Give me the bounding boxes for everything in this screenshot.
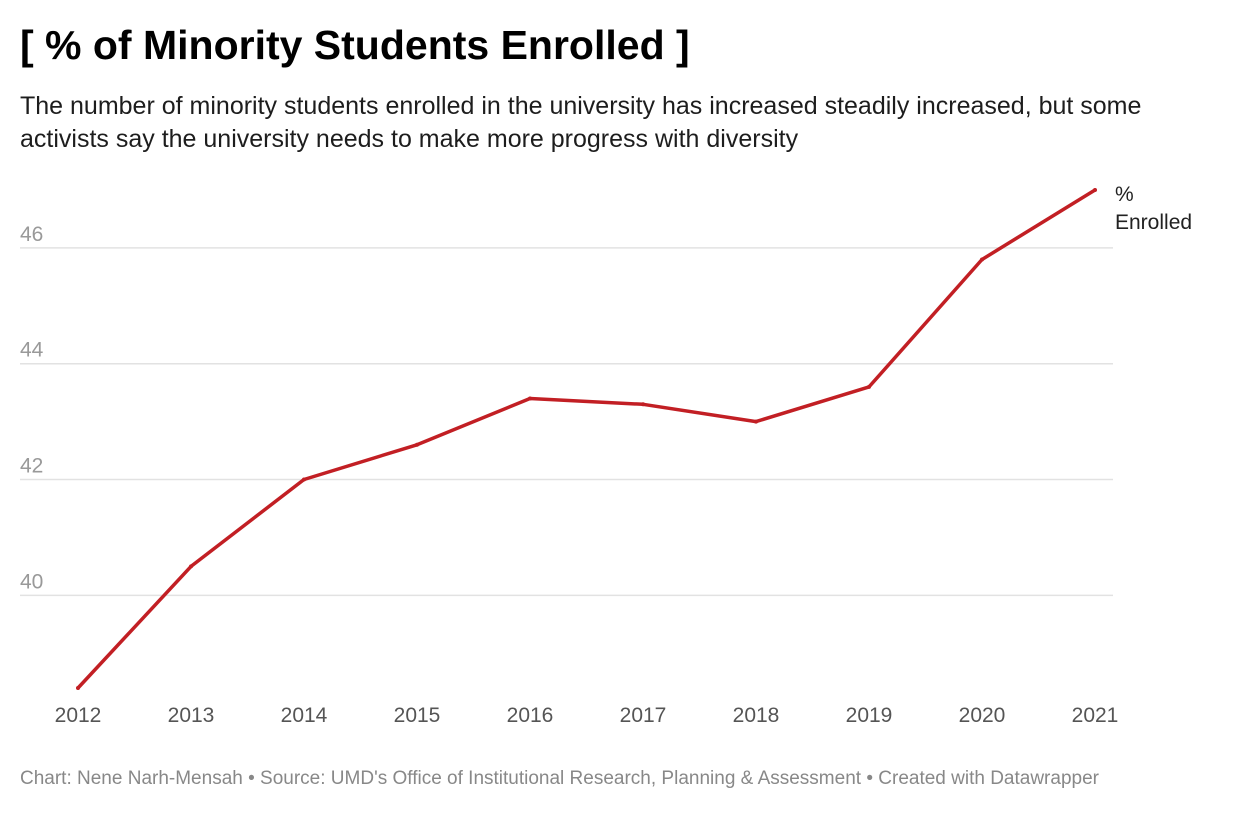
data-point: [641, 402, 645, 407]
y-tick-label: 42: [20, 455, 43, 478]
x-tick-label: 2014: [281, 704, 328, 727]
x-tick-label: 2017: [620, 704, 667, 727]
x-tick-label: 2019: [846, 704, 893, 727]
data-point: [528, 396, 532, 401]
data-point: [189, 564, 193, 569]
series-label: %: [1115, 183, 1134, 206]
chart-credit: Chart: Nene Narh-Mensah: [20, 768, 243, 789]
gridlines: [20, 247, 1113, 597]
x-tick-label: 2015: [394, 704, 441, 727]
data-point: [754, 419, 758, 424]
y-tick-label: 40: [20, 570, 43, 593]
series-line-0: [76, 188, 1097, 690]
data-point: [867, 384, 871, 389]
y-tick-label: 44: [20, 339, 44, 362]
data-point: [980, 257, 984, 262]
footer-separator: •: [242, 768, 261, 789]
y-axis-ticks: 40 42 44 46: [20, 223, 44, 593]
series-label: Enrolled: [1115, 211, 1192, 234]
chart-footer: Chart: Nene Narh-Mensah • Source: UMD's …: [20, 766, 1140, 792]
created-with-note: Created with Datawrapper: [878, 768, 1099, 789]
data-point: [76, 686, 80, 690]
chart-title: [ % of Minority Students Enrolled ]: [20, 22, 690, 68]
data-point: [1093, 188, 1097, 192]
x-axis-ticks: 2012 2013 2014 2015 2016 2017 2018 2019 2020 2021: [55, 704, 1119, 727]
data-point: [415, 442, 419, 447]
y-tick-label: 46: [20, 223, 43, 246]
x-tick-label: 2016: [507, 704, 554, 727]
source-note: Source: UMD's Office of Institutional Re…: [260, 768, 862, 789]
x-tick-label: 2012: [55, 704, 102, 727]
x-tick-label: 2013: [168, 704, 215, 727]
chart-subtitle: The number of minority students enrolled…: [20, 92, 1142, 153]
series-labels: % Enrolled: [1115, 183, 1192, 234]
data-point: [302, 477, 306, 482]
footer-separator: •: [861, 768, 879, 789]
x-tick-label: 2018: [733, 704, 780, 727]
series-layer: [76, 188, 1097, 690]
x-tick-label: 2021: [1072, 704, 1119, 727]
x-tick-label: 2020: [959, 704, 1006, 727]
